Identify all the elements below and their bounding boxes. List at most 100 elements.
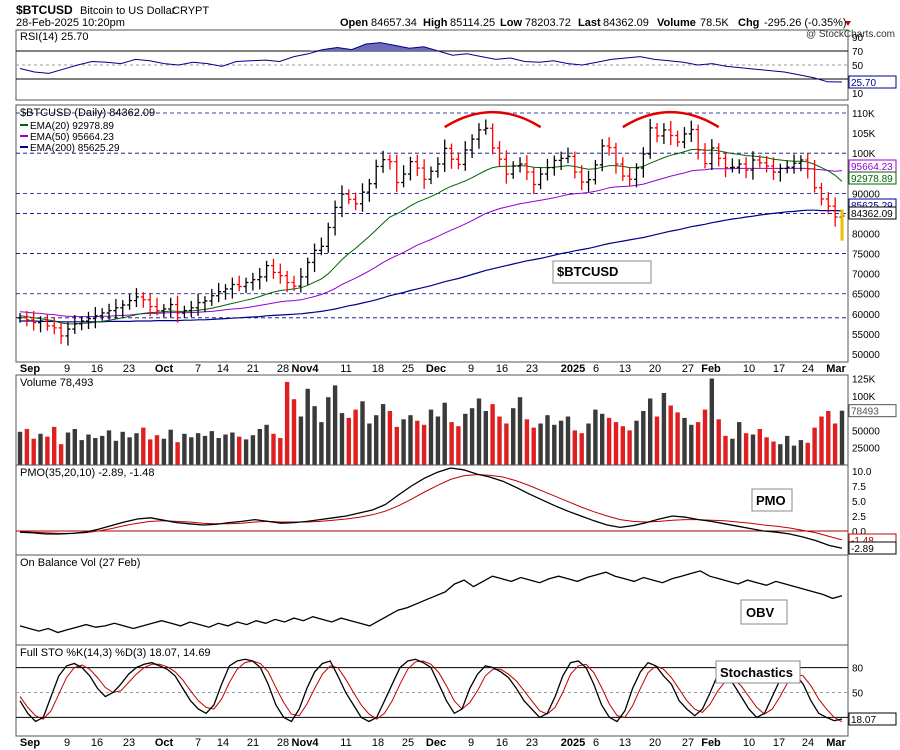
x-axis-label: 21 [247, 363, 259, 375]
volume-bar [127, 437, 132, 465]
x-axis-label-bottom: 23 [526, 737, 538, 749]
exchange: CRYPT [172, 5, 209, 17]
volume-bar [401, 419, 406, 465]
volume-bar [154, 435, 160, 465]
volume-bar [148, 439, 153, 465]
sto-last-label-box [848, 712, 897, 726]
x-axis-label-bottom: 16 [91, 737, 103, 749]
volume-bar [600, 413, 605, 465]
volume-bar [230, 432, 235, 465]
y-tick-label: 70000 [852, 270, 880, 281]
volume-bar [189, 437, 194, 465]
price-panel-frame [15, 104, 849, 363]
last-label: Last [578, 17, 601, 29]
volume-bar [141, 427, 146, 465]
x-axis-label: Dec [426, 363, 446, 375]
volume-bar [593, 409, 598, 465]
x-axis-label-bottom: 25 [402, 737, 414, 749]
price-last-label-box [848, 206, 897, 220]
volume-bar [332, 385, 338, 465]
y-tick-label: 2.5 [852, 512, 866, 523]
volume-bar [161, 438, 167, 465]
x-axis-label-bottom: 9 [64, 737, 70, 749]
rsi-last-label: 25.70 [851, 78, 876, 89]
y-tick-label: 50 [852, 689, 864, 700]
x-axis-label-bottom: Sep [20, 737, 40, 749]
x-axis-label-bottom: 7 [195, 737, 201, 749]
volume-bar [730, 438, 735, 465]
pmo-last-value: -2.89 [851, 544, 874, 555]
x-axis-label: Feb [701, 363, 721, 375]
obv-label-box [740, 599, 788, 625]
volume-bar [394, 426, 399, 465]
volume-bar [483, 411, 488, 465]
x-axis-label-bottom: 13 [619, 737, 631, 749]
y-tick-label: 50 [852, 61, 864, 72]
rsi-line [19, 42, 843, 83]
y-tick-label: 50000 [852, 426, 880, 437]
volume-bar [305, 388, 310, 465]
chart-date: 28-Feb-2025 10:20pm [16, 17, 125, 29]
y-tick-label: 65000 [852, 290, 880, 301]
volume-bar [490, 404, 495, 465]
volume-bar [654, 416, 660, 465]
volume-bar [24, 429, 30, 465]
y-tick-label: 110K [852, 109, 875, 120]
volume-bar [819, 416, 824, 465]
volume-bar [257, 429, 262, 465]
x-axis-label-bottom: 20 [649, 737, 661, 749]
x-axis-label-bottom: 27 [682, 737, 694, 749]
price-panel: $BTCUSD (Daily) 84362.09 EMA(20) 92978.89… [15, 104, 897, 749]
x-axis-label: 10 [743, 363, 755, 375]
volume-bar [408, 415, 413, 465]
volume-bar [634, 420, 639, 465]
price-title: $BTCUSD (Daily) 84362.09 [20, 107, 155, 119]
volume-bar [17, 431, 23, 465]
y-tick-label: 80 [852, 664, 864, 675]
volume-bar [620, 426, 625, 465]
volume-bar [476, 398, 482, 465]
x-axis-label-bottom: 2025 [561, 737, 585, 749]
y-tick-label: 80000 [852, 230, 880, 241]
y-tick-label: 105K [852, 129, 876, 140]
volume-bar [702, 409, 708, 465]
x-axis-label: Nov4 [292, 363, 320, 375]
volume-last-label-box [848, 404, 897, 418]
x-axis-label-bottom: 17 [773, 737, 785, 749]
x-axis-label: 28 [277, 363, 289, 375]
volume-bar [360, 401, 365, 465]
sto-panel-frame [15, 644, 849, 737]
ohlc-readout: Open 84657.34 High 85114.25 Low 78203.72 [340, 17, 571, 29]
y-tick-label: 10 [852, 89, 864, 100]
obv-title: On Balance Vol (27 Feb) [20, 557, 140, 569]
x-axis-label: 20 [649, 363, 661, 375]
volume-bar [805, 442, 810, 465]
sto-label-box [715, 660, 801, 684]
volume-bar [723, 435, 728, 465]
volume-bar [648, 398, 653, 465]
x-axis-label-bottom: 28 [277, 737, 289, 749]
volume-last-label: 78493 [851, 407, 879, 418]
rsi-last-label-box [848, 75, 897, 89]
x-axis-label-bottom: 16 [496, 737, 508, 749]
volume-bar [312, 406, 317, 465]
down-arrow-icon [845, 21, 851, 26]
volume-bar [689, 424, 694, 465]
high-value: 85114.25 [450, 17, 495, 29]
volume-bar [469, 408, 475, 465]
y-tick-label: 7.5 [852, 482, 866, 493]
y-tick-label: 5.0 [852, 497, 866, 508]
volume-bar [750, 434, 756, 465]
y-tick-label: 90000 [852, 189, 880, 200]
x-axis-label-bottom: 6 [593, 737, 599, 749]
x-axis-label: 11 [340, 363, 351, 375]
volume-bar [435, 416, 441, 465]
symbol-label: $BTCUSD [557, 264, 618, 279]
x-axis-label: 16 [496, 363, 508, 375]
x-axis-label: 9 [468, 363, 474, 375]
volume-bar [175, 442, 180, 465]
volume-bar [586, 423, 591, 465]
volume-bar [264, 424, 269, 465]
x-axis-label: 25 [402, 363, 414, 375]
y-tick-label: 0.0 [852, 527, 866, 538]
